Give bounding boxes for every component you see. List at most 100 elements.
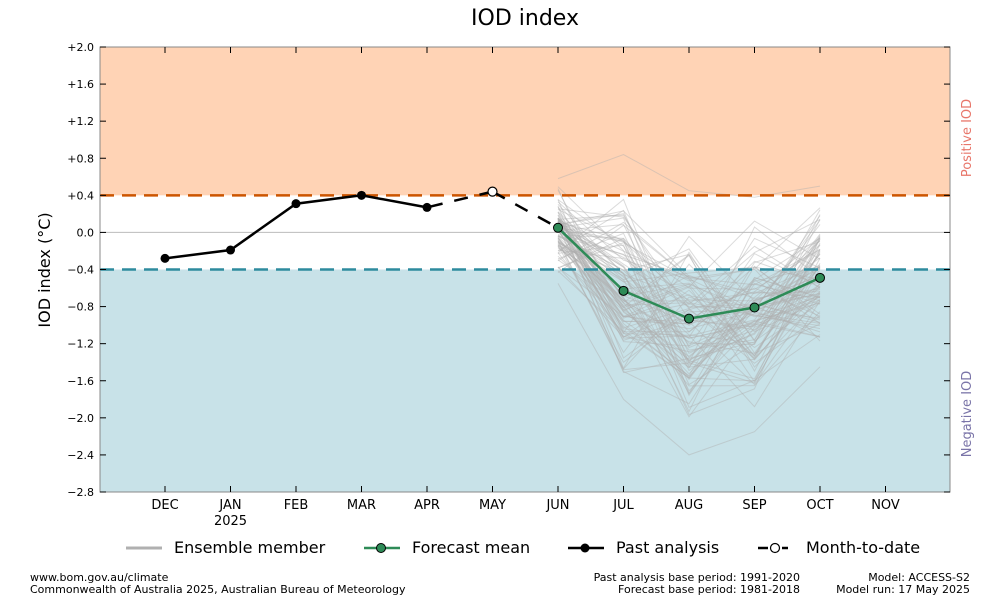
legend-marker-forecast: [376, 543, 386, 553]
ensemble-member-line: [557, 229, 821, 302]
ensemble-member-line: [557, 213, 821, 349]
y-tick-label: −0.8: [67, 301, 94, 314]
past-analysis-point: [422, 202, 432, 212]
footer-model-run: Model run: 17 May 2025: [836, 583, 970, 596]
y-axis-label: IOD index (°C): [35, 212, 54, 327]
ensemble-member-line: [557, 234, 821, 371]
x-tick-label: JUN: [545, 498, 569, 513]
ensemble-member-line: [557, 225, 821, 379]
ensemble-member-line: [557, 224, 821, 286]
ensemble-member-line: [557, 226, 821, 397]
ensemble-member-line: [557, 246, 821, 327]
x-tick-label: DEC: [151, 498, 178, 513]
negative-region: [100, 269, 950, 492]
ensemble-member-line: [557, 201, 821, 358]
legend-item-ensemble: Ensemble member: [126, 538, 326, 557]
ensemble-member-line: [557, 237, 821, 377]
month-to-date-point: [487, 186, 498, 197]
y-tick-label: −2.4: [67, 449, 94, 462]
ensemble-member-line: [557, 208, 821, 310]
ensemble-member-line: [557, 247, 821, 318]
ensemble-member-line: [557, 219, 821, 346]
x-tick-label: NOV: [871, 498, 900, 513]
y-tick-label: 0.0: [77, 226, 95, 239]
ensemble-member-line: [557, 214, 821, 379]
ensemble-member-line: [557, 220, 821, 351]
forecast-mean-point: [553, 222, 563, 233]
ensemble-member-line: [557, 224, 821, 384]
legend-item-forecast: Forecast mean: [364, 538, 530, 557]
forecast-mean-point: [749, 302, 760, 313]
ensemble-member-line: [557, 237, 821, 338]
footer-copyright: Commonwealth of Australia 2025, Australi…: [30, 583, 406, 596]
ensemble-member-line: [557, 221, 821, 364]
y-tick-label: −0.4: [67, 264, 94, 277]
past-analysis-point: [226, 245, 235, 255]
y-tick-label: +0.8: [67, 152, 94, 165]
ensemble-member-line: [557, 230, 821, 383]
footer-model-name: Model: ACCESS-S2: [868, 571, 970, 584]
ensemble-member-line: [557, 229, 821, 326]
x-tick-label: JUL: [612, 498, 634, 513]
x-tick-label: AUG: [675, 498, 703, 513]
ensemble-member-line: [557, 188, 821, 335]
y-tick-label: +1.6: [67, 78, 94, 91]
footer-website[interactable]: www.bom.gov.au/climate: [30, 571, 169, 584]
y-tick-label: −1.6: [67, 375, 94, 388]
ensemble-member-line: [557, 208, 821, 290]
ensemble-member-line: [557, 249, 821, 309]
ensemble-member-line: [557, 240, 821, 370]
ensemble-member-line: [557, 189, 821, 358]
ensemble-member-line: [557, 231, 821, 357]
x-tick-label: FEB: [284, 498, 309, 513]
legend-item-past: Past analysis: [568, 538, 719, 557]
ensemble-member-line: [557, 210, 821, 295]
ensemble-member-line: [557, 220, 821, 359]
ensemble-member-line: [557, 217, 821, 344]
ensemble-member-line: [557, 218, 821, 349]
ensemble-member-line: [557, 239, 821, 353]
footer-past-base: Past analysis base period: 1991-2020: [593, 571, 800, 584]
legend-label-ensemble: Ensemble member: [174, 538, 326, 557]
positive-region: [100, 47, 950, 196]
legend-label-mtd: Month-to-date: [806, 538, 920, 557]
ensemble-member-line: [557, 241, 821, 362]
x-tick-label: MAR: [347, 498, 376, 513]
ensemble-member-line: [557, 242, 821, 413]
ensemble-member-line: [557, 219, 821, 364]
ensemble-member-line: [557, 217, 821, 378]
ensemble-member-line: [557, 203, 821, 302]
chart-title: IOD index: [471, 6, 579, 31]
legend: Ensemble member Forecast mean Past analysi…: [126, 538, 920, 557]
legend-label-past: Past analysis: [616, 538, 719, 557]
ensemble-member-line: [557, 218, 821, 366]
ensemble-member-line: [557, 226, 821, 361]
ensemble-member-line: [557, 217, 821, 381]
ensemble-member-line: [557, 227, 821, 315]
ensemble-member-line: [557, 214, 821, 387]
ensemble-member-line: [557, 232, 821, 372]
ensemble-member-line: [557, 283, 821, 456]
ensemble-member-line: [557, 237, 821, 359]
ensemble-member-line: [557, 242, 821, 357]
past-analysis-point: [160, 253, 170, 263]
negative-iod-label: Negative IOD: [960, 371, 975, 458]
ensemble-members: [557, 153, 821, 456]
y-tick-label: −1.2: [67, 338, 94, 351]
forecast-connector: [491, 190, 559, 229]
ensemble-member-line: [557, 153, 821, 198]
ensemble-member-line: [557, 207, 821, 279]
ensemble-member-line: [557, 245, 821, 312]
ensemble-member-line: [557, 243, 821, 369]
x-tick-label: MAY: [479, 498, 506, 513]
ensemble-member-line: [557, 224, 821, 375]
x-tick-label: SEP: [742, 498, 766, 513]
ensemble-member-line: [557, 238, 821, 339]
ensemble-member-line: [557, 227, 821, 333]
legend-item-mtd: Month-to-date: [758, 538, 920, 557]
legend-marker-past: [580, 543, 590, 553]
footer-model: Model: ACCESS-S2 Model run: 17 May 2025: [820, 572, 970, 596]
ensemble-member-line: [557, 225, 821, 380]
ensemble-member-line: [557, 199, 821, 359]
